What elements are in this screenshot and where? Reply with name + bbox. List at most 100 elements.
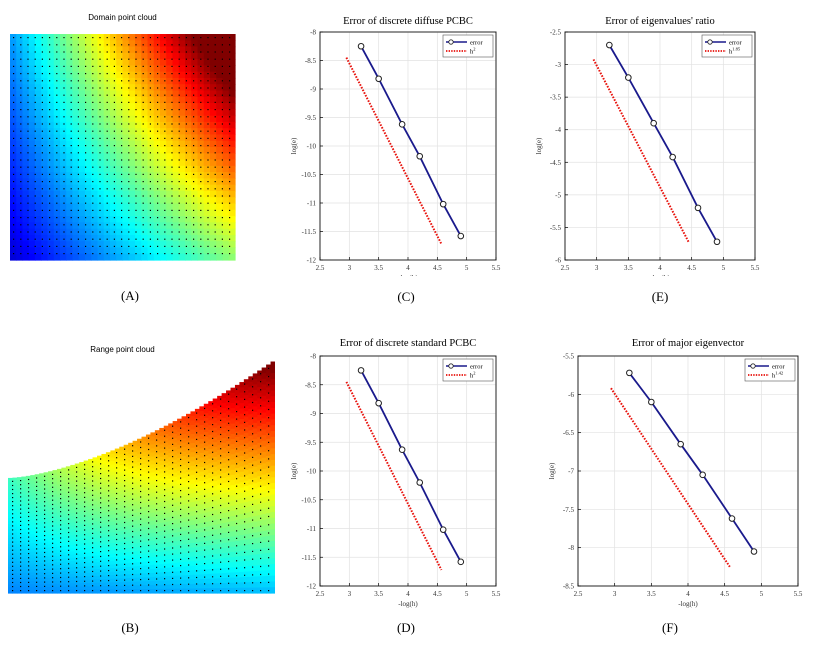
legend-marker — [448, 39, 454, 45]
legend-label: error — [470, 364, 483, 371]
y-tick-label: -9.5 — [305, 439, 317, 447]
y-tick-label: -8 — [568, 544, 574, 552]
y-tick-label: -4 — [555, 126, 561, 134]
plot-frame — [319, 31, 497, 261]
legend-label: error — [772, 364, 785, 371]
x-tick-label: 4.5 — [720, 590, 729, 598]
x-tick-label: 5.5 — [492, 590, 501, 598]
x-tick-label: 4.5 — [433, 590, 442, 598]
x-tick-label: 4.5 — [433, 264, 442, 272]
y-tick-label: -12 — [307, 583, 317, 591]
data-point — [694, 204, 702, 212]
data-point — [648, 398, 655, 406]
y-tick-label: -11 — [307, 200, 317, 208]
y-tick-label: -10.5 — [301, 171, 316, 179]
x-tick-label: 5 — [465, 264, 469, 272]
chart-title: Error of discrete diffuse PCBC — [343, 16, 473, 27]
x-tick-label: 5.5 — [751, 264, 760, 272]
x-axis-label: -log(h) — [398, 600, 418, 608]
x-tick-label: 2.5 — [316, 590, 325, 598]
data-point — [398, 446, 406, 454]
legend-exponent: 1.85 — [732, 47, 741, 52]
data-point — [416, 479, 424, 486]
y-tick-label: -3 — [555, 61, 561, 69]
y-tick-label: -8.5 — [563, 583, 575, 591]
legend-box — [701, 34, 753, 58]
data-point — [669, 153, 676, 161]
series-line-error — [608, 44, 718, 243]
caption-e: (E) — [651, 289, 669, 304]
data-point — [375, 75, 382, 83]
y-tick-label: -6 — [568, 391, 574, 399]
caption-a: (A) — [120, 288, 140, 303]
x-tick-label: 3.5 — [647, 590, 656, 598]
chart-title: Error of discrete standard PCBC — [340, 338, 476, 349]
caption-f: (F) — [662, 620, 678, 635]
legend-box — [744, 358, 796, 382]
y-tick-label: -3.5 — [550, 94, 562, 102]
x-tick-label: 2.5 — [574, 590, 583, 598]
x-tick-label: 3.5 — [624, 264, 633, 272]
y-tick-label: -11.5 — [302, 228, 317, 236]
y-tick-label: -5.5 — [550, 224, 562, 232]
x-tick-label: 4 — [406, 590, 410, 598]
x-tick-label: 3.5 — [374, 264, 383, 272]
legend-box — [442, 34, 494, 58]
legend-label: error — [470, 40, 483, 47]
legend-label: h1.42 — [772, 371, 783, 380]
range-point-cloud — [8, 361, 275, 594]
x-tick-label: 5.5 — [492, 264, 501, 272]
caption-c: (C) — [397, 289, 415, 304]
series-line-error — [360, 45, 462, 237]
x-tick-label: 2.5 — [561, 264, 570, 272]
plot-frame — [577, 355, 799, 587]
series-line-error — [628, 372, 755, 552]
data-point — [750, 548, 758, 555]
series-line-reference — [345, 57, 443, 245]
x-axis-label: -log(h) — [398, 274, 418, 276]
data-point — [713, 238, 721, 246]
data-point — [375, 399, 382, 407]
caption-b: (B) — [121, 620, 139, 635]
y-tick-label: -8.5 — [305, 57, 317, 65]
x-tick-label: 2.5 — [316, 264, 325, 272]
domain-point-cloud — [10, 34, 236, 261]
series-line-reference — [592, 58, 690, 243]
data-point — [357, 367, 365, 374]
chart-major-eigenvector: Error of major eigenvector 2.5 3 3.5 4 4.5 5 5.… — [548, 338, 803, 608]
y-tick-label: -9.5 — [305, 114, 317, 122]
y-tick-label: -6.5 — [563, 429, 575, 437]
chart-eigenvalues-ratio: Error of eigenvalues' ratio 2.5 3 3.5 4 4.5 5 5… — [535, 16, 760, 276]
y-axis-label: log(e) — [535, 137, 543, 154]
chart-diffuse-pcbc: Error of discrete diffuse PCBC 2.5 3 3.5 4 4.… — [290, 16, 501, 276]
data-point — [398, 121, 406, 128]
x-tick-label: 3 — [348, 590, 352, 598]
y-axis-label: log(e) — [290, 137, 298, 154]
legend-marker — [750, 363, 756, 369]
x-tick-label: 5 — [722, 264, 726, 272]
legend-marker — [448, 363, 454, 369]
x-tick-label: 5 — [760, 590, 764, 598]
y-axis-label: log(e) — [290, 462, 298, 479]
y-tick-label: -9 — [310, 86, 316, 94]
y-tick-label: -5 — [555, 191, 561, 199]
x-tick-label: 3 — [595, 264, 599, 272]
x-tick-label: 4.5 — [687, 264, 696, 272]
y-tick-label: -11 — [307, 525, 317, 533]
legend-label: h1.85 — [729, 47, 741, 56]
data-point — [457, 558, 465, 566]
x-tick-label: 4 — [658, 264, 662, 272]
x-axis-label: -log(h) — [650, 274, 670, 276]
range-cloud-title: Range point cloud — [90, 345, 155, 354]
y-tick-label: -4.5 — [550, 159, 562, 167]
y-tick-label: -2.5 — [550, 29, 562, 37]
chart-title: Error of eigenvalues' ratio — [605, 16, 714, 27]
y-tick-label: -8 — [310, 29, 316, 37]
x-tick-label: 3 — [348, 264, 352, 272]
y-tick-label: -5.5 — [563, 353, 575, 361]
caption-d: (D) — [396, 620, 416, 635]
x-tick-label: 5 — [465, 590, 469, 598]
y-axis-label: log(e) — [548, 462, 556, 479]
plot-frame — [564, 31, 756, 261]
data-point — [457, 232, 465, 240]
